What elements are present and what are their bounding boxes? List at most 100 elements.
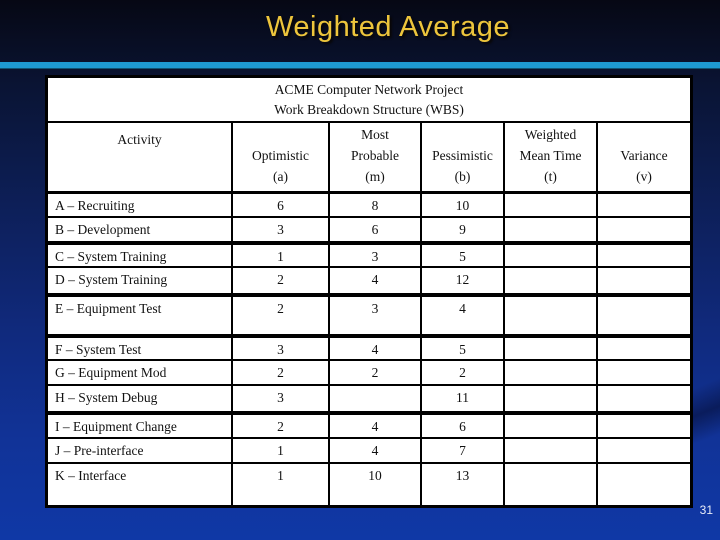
column-header-line: (v) bbox=[636, 169, 652, 184]
value-cell: 3 bbox=[231, 218, 328, 241]
value-cell: 1 bbox=[231, 245, 328, 266]
value-cell: 3 bbox=[231, 386, 328, 411]
value-cell bbox=[503, 194, 596, 216]
value-cell: 4 bbox=[328, 415, 420, 437]
table-row: D – System Training 2 4 12 bbox=[48, 268, 690, 295]
column-header-line: Pessimistic bbox=[432, 148, 493, 163]
value-cell bbox=[596, 464, 690, 505]
activity-cell: A – Recruiting bbox=[55, 198, 135, 213]
column-header-line: (a) bbox=[273, 169, 288, 184]
value-cell: 2 bbox=[231, 297, 328, 334]
value-cell bbox=[503, 464, 596, 505]
column-header-line: (m) bbox=[365, 169, 385, 184]
activity-cell: G – Equipment Mod bbox=[55, 365, 167, 380]
column-header-line: Variance bbox=[620, 148, 668, 163]
value-cell: 1 bbox=[231, 439, 328, 462]
value-cell bbox=[503, 245, 596, 266]
value-cell: 7 bbox=[420, 439, 503, 462]
value-cell bbox=[596, 338, 690, 359]
value-cell: 5 bbox=[420, 338, 503, 359]
table-row: H – System Debug 3 11 bbox=[48, 386, 690, 413]
activity-cell: C – System Training bbox=[55, 249, 167, 264]
column-header-line: (t) bbox=[544, 169, 557, 184]
value-cell: 2 bbox=[231, 268, 328, 293]
column-header-line: Mean Time bbox=[519, 148, 582, 163]
value-cell bbox=[596, 297, 690, 334]
page-number: 31 bbox=[699, 503, 713, 517]
table-title: ACME Computer Network Project Work Break… bbox=[48, 78, 690, 123]
value-cell bbox=[503, 218, 596, 241]
activity-cell: E – Equipment Test bbox=[55, 301, 162, 316]
table-row: A – Recruiting 6 8 10 bbox=[48, 194, 690, 218]
value-cell: 6 bbox=[231, 194, 328, 216]
value-cell: 4 bbox=[328, 338, 420, 359]
table-body: A – Recruiting 6 8 10 B – Development 3 6 9 C – … bbox=[48, 194, 690, 505]
value-cell bbox=[596, 361, 690, 384]
value-cell: 4 bbox=[420, 297, 503, 334]
value-cell: 5 bbox=[420, 245, 503, 266]
table-row: K – Interface 1 10 13 bbox=[48, 464, 690, 505]
table-row: J – Pre-interface 1 4 7 bbox=[48, 439, 690, 464]
value-cell: 6 bbox=[420, 415, 503, 437]
value-cell bbox=[596, 439, 690, 462]
value-cell: 3 bbox=[231, 338, 328, 359]
value-cell: 1 bbox=[231, 464, 328, 505]
table-row: F – System Test 3 4 5 bbox=[48, 336, 690, 361]
value-cell bbox=[596, 194, 690, 216]
table-row: B – Development 3 6 9 bbox=[48, 218, 690, 243]
title-divider-bar bbox=[0, 62, 720, 69]
column-header-line: (b) bbox=[454, 169, 471, 184]
value-cell: 8 bbox=[328, 194, 420, 216]
table-row: E – Equipment Test 2 3 4 bbox=[48, 295, 690, 336]
column-header-line: Weighted bbox=[524, 127, 577, 142]
activity-cell: F – System Test bbox=[55, 342, 142, 357]
value-cell bbox=[503, 338, 596, 359]
table-row: G – Equipment Mod 2 2 2 bbox=[48, 361, 690, 386]
value-cell bbox=[596, 268, 690, 293]
value-cell bbox=[328, 386, 420, 411]
table-row: C – System Training 1 3 5 bbox=[48, 243, 690, 268]
column-header-most-probable: Most Probable (m) bbox=[328, 123, 420, 191]
value-cell: 10 bbox=[328, 464, 420, 505]
table-title-line-1: ACME Computer Network Project bbox=[274, 81, 464, 97]
value-cell bbox=[596, 218, 690, 241]
value-cell bbox=[503, 297, 596, 334]
value-cell bbox=[503, 386, 596, 411]
column-header-pessimistic: Pessimistic (b) bbox=[420, 123, 503, 191]
value-cell bbox=[503, 439, 596, 462]
value-cell bbox=[503, 415, 596, 437]
column-header-activity: Activity bbox=[48, 123, 231, 191]
column-header-line: Probable bbox=[351, 148, 399, 163]
activity-cell: B – Development bbox=[55, 222, 151, 237]
column-header-line: Most bbox=[361, 127, 389, 142]
value-cell: 2 bbox=[420, 361, 503, 384]
value-cell bbox=[596, 245, 690, 266]
column-header-line: Activity bbox=[117, 132, 162, 147]
value-cell: 2 bbox=[231, 415, 328, 437]
value-cell: 2 bbox=[328, 361, 420, 384]
value-cell: 4 bbox=[328, 439, 420, 462]
column-header-variance: Variance (v) bbox=[596, 123, 690, 191]
activity-cell: J – Pre-interface bbox=[55, 443, 144, 458]
activity-cell: I – Equipment Change bbox=[55, 419, 177, 434]
value-cell bbox=[503, 268, 596, 293]
column-header-line: Optimistic bbox=[252, 148, 309, 163]
wbs-table: ACME Computer Network Project Work Break… bbox=[45, 75, 693, 508]
column-header-row: Activity Optimistic (a) Most Probable (m) Pess… bbox=[48, 123, 690, 194]
column-header-optimistic: Optimistic (a) bbox=[231, 123, 328, 191]
slide-title: Weighted Average bbox=[266, 11, 510, 43]
value-cell: 6 bbox=[328, 218, 420, 241]
value-cell: 11 bbox=[420, 386, 503, 411]
activity-cell: D – System Training bbox=[55, 272, 168, 287]
value-cell bbox=[503, 361, 596, 384]
value-cell: 3 bbox=[328, 245, 420, 266]
value-cell: 12 bbox=[420, 268, 503, 293]
value-cell: 9 bbox=[420, 218, 503, 241]
value-cell: 13 bbox=[420, 464, 503, 505]
activity-cell: K – Interface bbox=[55, 468, 127, 483]
table-title-line-2: Work Breakdown Structure (WBS) bbox=[274, 101, 464, 117]
table-row: I – Equipment Change 2 4 6 bbox=[48, 413, 690, 439]
activity-cell: H – System Debug bbox=[55, 390, 158, 405]
value-cell bbox=[596, 386, 690, 411]
